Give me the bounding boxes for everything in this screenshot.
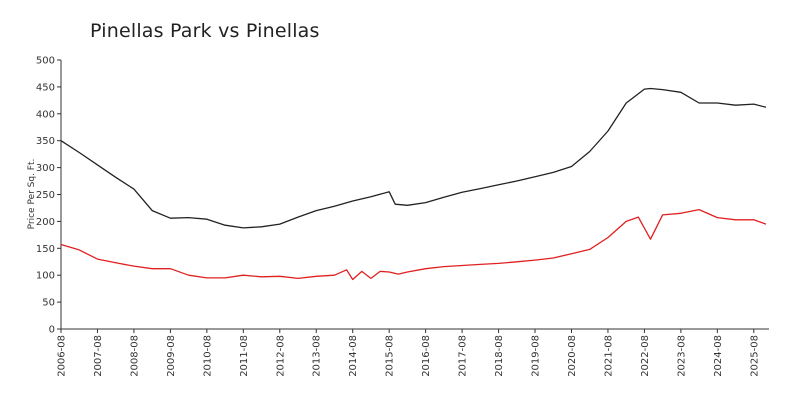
x-tick-label: 2020-08 <box>567 335 578 377</box>
x-tick-label: 2006-08 <box>57 335 68 377</box>
x-tick-label: 2014-08 <box>348 335 359 377</box>
series-line-1 <box>60 87 767 229</box>
x-tick-label: 2021-08 <box>603 335 614 377</box>
y-tick-label: 50 <box>42 298 55 309</box>
x-tick-label: 2015-08 <box>385 335 396 377</box>
x-tick-label: 2024-08 <box>713 335 724 377</box>
x-tick-label: 2022-08 <box>640 335 651 377</box>
x-tick-label: 2010-08 <box>202 335 213 377</box>
y-tick-label: 0 <box>49 325 55 336</box>
y-tick-label: 500 <box>36 56 55 67</box>
x-tick-label: 2008-08 <box>129 335 140 377</box>
series-line-2 <box>60 208 767 281</box>
x-tick-label: 2017-08 <box>458 335 469 377</box>
x-tick-label: 2016-08 <box>421 335 432 377</box>
x-tick-label: 2007-08 <box>93 335 104 377</box>
y-tick-label: 450 <box>36 82 55 93</box>
x-tick-label: 2025-08 <box>749 335 760 377</box>
series-lines <box>60 87 767 281</box>
y-axis-ticks: 0 50 100 150 200 250 300 350 400 450 500 <box>36 56 61 336</box>
x-tick-label: 2009-08 <box>166 335 177 377</box>
x-tick-label: 2019-08 <box>531 335 542 377</box>
chart-title: Pinellas Park vs Pinellas <box>90 20 320 42</box>
x-tick-label: 2012-08 <box>275 335 286 377</box>
x-tick-label: 2013-08 <box>312 335 323 377</box>
x-axis-ticks: 2006-08 2007-08 2008-08 2009-08 2010-08 2011-… <box>57 329 760 377</box>
y-axis-label: Price Per Sq. Ft. <box>27 159 37 230</box>
y-tick-label: 250 <box>36 190 55 201</box>
y-tick-label: 150 <box>36 244 55 255</box>
x-tick-label: 2011-08 <box>239 335 250 377</box>
chart-axes <box>60 60 769 330</box>
x-tick-label: 2023-08 <box>676 335 687 377</box>
y-tick-label: 100 <box>36 271 55 282</box>
y-tick-label: 350 <box>36 136 55 147</box>
x-tick-label: 2018-08 <box>494 335 505 377</box>
y-tick-label: 200 <box>36 217 55 228</box>
y-tick-label: 400 <box>36 109 55 120</box>
y-tick-label: 300 <box>36 163 55 174</box>
